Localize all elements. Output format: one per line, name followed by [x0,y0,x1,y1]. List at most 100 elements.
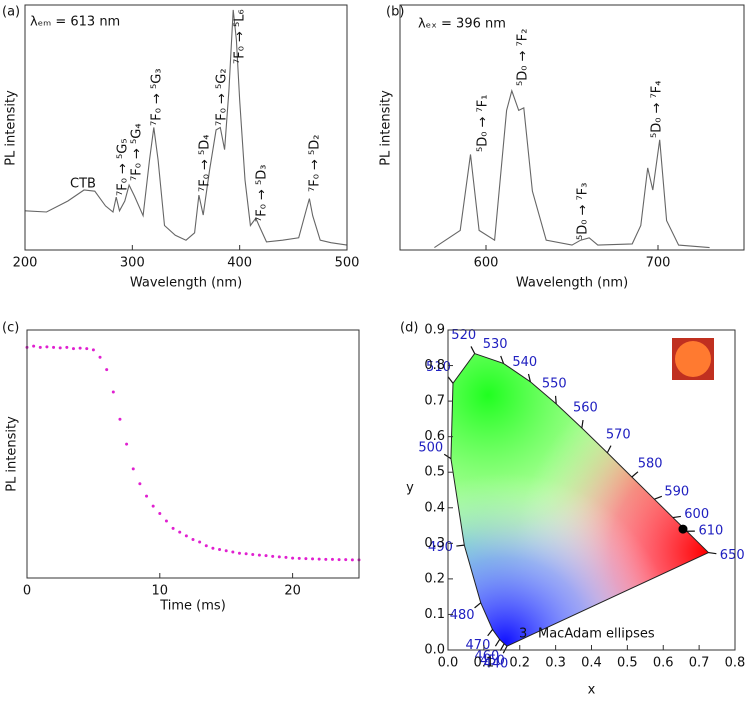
decay-point [158,512,162,516]
annotation: ⁷F₀ → ⁵D₃ [255,165,270,223]
annotation: ⁷F₀ → ⁵G₄ [130,123,145,181]
locus-tick [456,544,465,547]
decay-point [231,550,235,554]
decay-point [344,558,348,562]
decay-point [337,558,341,562]
annotation: ⁷F₀ → ⁵G₂ [215,68,230,126]
locus-tick [527,373,531,382]
decay-point [145,494,149,498]
y-tick-label: 0.7 [424,394,445,409]
annotation: λₑₘ = 613 nm [30,15,120,30]
decay-point [291,556,295,560]
annotation: ⁵D₀ → ⁷F₃ [576,183,591,241]
annotation: ⁵D₀ → ⁷F₂ [516,29,531,87]
annotation: 3 [519,627,527,642]
decay-point [211,546,215,550]
wavelength-label: 580 [638,457,663,472]
x-axis-label: Time (ms) [159,599,226,614]
decay-point [198,540,202,544]
decay-point [271,554,275,558]
wavelength-label: 460 [475,649,500,664]
decay-point [277,555,281,559]
locus-tick [708,551,717,555]
x-tick-label: 700 [646,256,671,271]
decay-point [45,345,49,349]
panel-label: (a) [2,5,20,20]
plot-frame [26,329,360,579]
decay-point [111,390,115,394]
decay-point [91,348,95,352]
x-tick-label: 10 [152,584,169,599]
panel-label: (d) [400,321,418,336]
decay-point [65,345,69,349]
locus-tick [606,445,612,454]
wavelength-label: 650 [720,548,745,563]
y-axis-label: PL intensity [379,90,394,166]
x-tick-label: 0.6 [653,656,674,671]
x-tick-label: 200 [13,256,38,271]
inset-photo [672,338,714,380]
y-tick-label: 0.8 [424,358,445,373]
x-tick-label: 600 [474,256,499,271]
x-tick-label: 0.5 [617,656,638,671]
decay-point [297,556,301,560]
panel-label: (c) [2,321,19,336]
decay-point [78,346,82,350]
y-tick-label: 0.4 [424,500,445,515]
wavelength-label: 510 [426,360,451,375]
wavelength-label: 530 [483,337,508,352]
gamut-fill [450,353,709,647]
decay-point [244,552,248,556]
locus-tick [470,346,476,354]
decay-point [350,558,354,562]
decay-point [251,552,255,556]
wavelength-label: 480 [450,608,475,623]
annotation: ⁷F₀ → ⁵L₆ [233,9,248,64]
wavelength-label: 520 [451,328,476,343]
plot-frame [24,4,348,251]
decay-point [264,554,268,558]
x-tick-label: 500 [335,256,360,271]
wavelength-label: 500 [418,440,443,455]
sample-point [678,524,688,534]
wavelength-label: 590 [664,485,689,500]
decay-point [324,557,328,561]
color-gamut [450,353,709,647]
spectral-locus [450,352,710,647]
x-tick-label: 0.4 [581,656,602,671]
decay-point [204,544,208,548]
locus-tick [654,495,663,500]
y-tick-label: 0.6 [424,429,445,444]
y-tick-label: 0.2 [424,571,445,586]
locus-tick [474,602,482,609]
wavelength-label: 450 [480,654,505,669]
decay-point [125,442,129,446]
decay-point [52,345,56,349]
locus-tick [554,395,557,404]
annotation: ⁷F₀ → ⁵G₅ [116,138,131,196]
decay-point [151,504,155,508]
x-tick-label: 300 [120,256,145,271]
decay-point [317,557,321,561]
decay-point [178,530,182,534]
x-tick-label: 0.0 [438,656,459,671]
decay-point [330,557,334,561]
decay-point [98,355,102,359]
wavelength-label: 560 [573,401,598,416]
x-tick-label: 0.7 [689,656,710,671]
decay-point [284,555,288,559]
decay-point [85,347,89,351]
x-axis-label: x [588,683,596,698]
decay-point [138,482,142,486]
x-tick-label: 20 [284,584,301,599]
x-axis-label: Wavelength (nm) [516,276,628,291]
y-tick-label: 0.0 [424,643,445,658]
decay-point [71,347,75,351]
locus-tick [494,639,501,647]
wavelength-label: 600 [684,507,709,522]
wavelength-label: 540 [512,355,537,370]
y-tick-label: 0.3 [424,536,445,551]
locus-tick [581,419,584,429]
decay-point [131,467,135,471]
